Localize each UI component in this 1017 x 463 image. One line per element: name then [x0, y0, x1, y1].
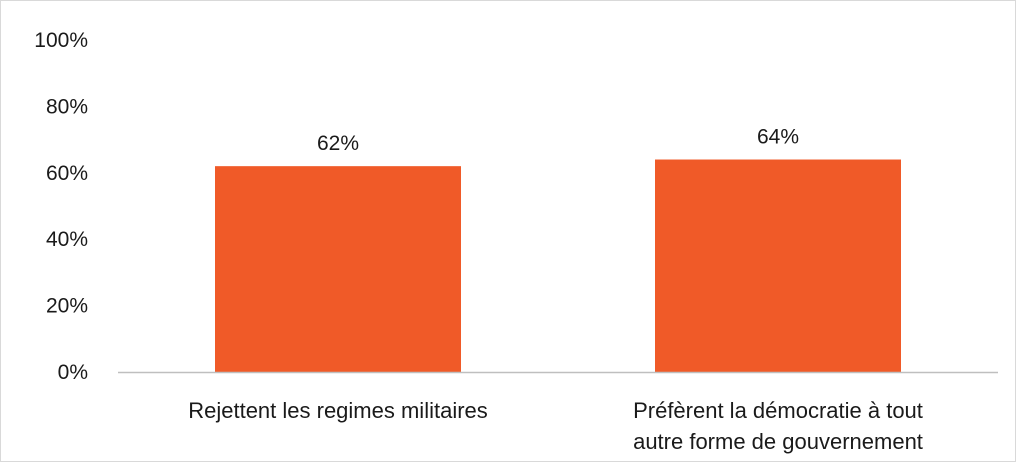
category-label: Rejettent les regimes militaires [188, 398, 488, 423]
y-tick-label: 100% [34, 29, 88, 52]
category-label: autre forme de gouvernement [633, 429, 923, 454]
y-axis-tick-labels: 0% 20% 40% 60% 80% 100% [34, 29, 88, 384]
y-tick-label: 0% [58, 361, 88, 384]
y-tick-label: 40% [46, 228, 88, 251]
bar [655, 159, 901, 372]
y-tick-label: 80% [46, 95, 88, 118]
y-tick-label: 20% [46, 295, 88, 318]
category-labels: Rejettent les regimes militaires Préfèren… [188, 398, 923, 454]
category-label: Préfèrent la démocratie à tout [633, 398, 923, 423]
data-label: 62% [317, 132, 359, 155]
bar [215, 166, 461, 372]
y-tick-label: 60% [46, 162, 88, 185]
bars [215, 159, 901, 372]
data-label: 64% [757, 126, 799, 149]
data-labels: 62% 64% [317, 126, 799, 156]
